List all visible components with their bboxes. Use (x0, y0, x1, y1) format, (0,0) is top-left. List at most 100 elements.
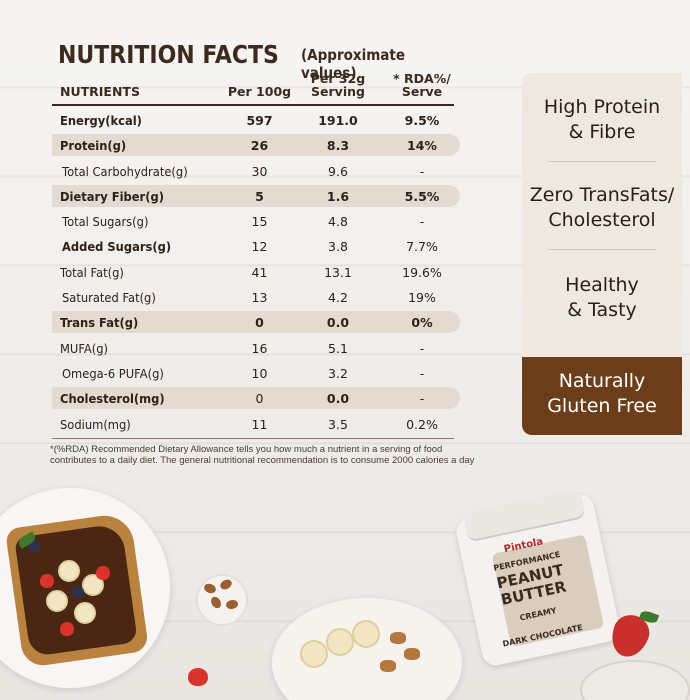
row-rda: - (419, 391, 425, 407)
row-name: MUFA(g) (60, 340, 109, 356)
granola-icon (404, 648, 420, 660)
table-row: MUFA(g) 16 5.1 - (52, 336, 462, 361)
table-row: Dietary Fiber(g) 5 1.6 5.5% (52, 184, 462, 209)
row-serving: 1.6 (326, 188, 350, 204)
row-name: Energy(kcal) (60, 113, 142, 128)
row-serving: 4.2 (328, 290, 348, 306)
strawberry-icon (96, 566, 110, 580)
header-rda: * RDA%/ Serve (393, 71, 451, 99)
nutrition-table: Energy(kcal) 597 191.0 9.5% Protein(g) 2… (52, 108, 462, 437)
row-per100: 16 (251, 340, 268, 356)
table-row: Saturated Fat(g) 13 4.2 19% (52, 285, 462, 310)
row-per100: 0 (255, 315, 264, 331)
table-row: Trans Fat(g) 0 0.0 0% (52, 310, 462, 335)
banana-slice-icon (58, 560, 80, 582)
row-rda: 19% (408, 290, 436, 306)
banana-slice-icon (74, 602, 96, 624)
table-row: Energy(kcal) 597 191.0 9.5% (52, 108, 462, 133)
header-per100: Per 100g (227, 84, 292, 99)
row-serving: 9.6 (328, 163, 348, 179)
row-name: Total Sugars(g) (62, 214, 149, 230)
row-per100: 10 (251, 365, 268, 381)
strawberry-icon (40, 574, 54, 588)
row-name: Total Carbohydrate(g) (62, 163, 188, 179)
header-serving: Per 32g Serving (310, 71, 366, 99)
row-per100: 597 (246, 113, 273, 128)
table-bottom-rule (52, 438, 454, 439)
feature-divider (548, 161, 656, 162)
row-name: Protein(g) (60, 138, 127, 154)
row-per100: 41 (251, 264, 268, 280)
row-rda: - (419, 163, 425, 179)
table-row: Total Sugars(g) 15 4.8 - (52, 209, 462, 234)
row-rda: - (419, 340, 425, 356)
row-serving: 13.1 (324, 264, 352, 280)
row-per100: 12 (251, 239, 268, 255)
table-row: Cholesterol(mg) 0 0.0 - (52, 386, 462, 411)
table-row: Protein(g) 26 8.3 14% (52, 133, 462, 158)
row-per100: 15 (251, 214, 268, 230)
banana-slice-icon (326, 628, 354, 656)
table-header: NUTRIENTS Per 100g Per 32g Serving * RDA… (52, 72, 454, 106)
feature-divider (548, 249, 656, 250)
feature-gluten-free: Naturally Gluten Free (522, 357, 682, 435)
granola-icon (380, 660, 396, 672)
row-rda: 0.2% (406, 416, 438, 432)
page-subtitle: (Approximate values) (301, 46, 406, 82)
row-serving: 3.5 (328, 416, 348, 432)
strawberry-icon (188, 668, 208, 686)
row-serving: 4.8 (328, 214, 348, 230)
row-rda: - (419, 365, 425, 381)
strawberry-icon (60, 622, 74, 636)
row-per100: 13 (251, 290, 268, 306)
row-per100: 30 (251, 163, 268, 179)
features-panel: High Protein & Fibre Zero TransFats/ Cho… (522, 73, 682, 435)
row-serving: 0.0 (326, 391, 350, 407)
table-row: Total Fat(g) 41 13.1 19.6% (52, 260, 462, 285)
banana-slice-icon (300, 640, 328, 668)
table-row: Sodium(mg) 11 3.5 0.2% (52, 412, 462, 437)
row-name: Cholesterol(mg) (60, 391, 165, 407)
almond-bowl (196, 574, 248, 626)
banana-slice-icon (352, 620, 380, 648)
row-name: Sodium(mg) (60, 416, 131, 432)
feature-protein-fibre: High Protein & Fibre (543, 96, 661, 143)
row-rda: 0% (411, 315, 433, 331)
table-row: Total Carbohydrate(g) 30 9.6 - (52, 159, 462, 184)
row-per100: 0 (255, 391, 264, 407)
table-row: Omega-6 PUFA(g) 10 3.2 - (52, 361, 462, 386)
table-row: Added Sugars(g) 12 3.8 7.7% (52, 234, 462, 259)
row-per100: 5 (255, 188, 264, 204)
row-serving: 3.2 (328, 365, 348, 381)
row-name: Saturated Fat(g) (62, 290, 156, 306)
blueberry-icon (72, 586, 84, 598)
row-serving: 0.0 (326, 315, 350, 331)
banana-slice-icon (46, 590, 68, 612)
row-serving: 5.1 (328, 340, 348, 356)
row-name: Omega-6 PUFA(g) (62, 365, 164, 381)
row-rda: 14% (407, 138, 437, 154)
rda-footnote: *(%RDA) Recommended Dietary Allowance te… (50, 444, 475, 466)
header-rule (52, 104, 454, 106)
feature-zero-transfat: Zero TransFats/ Cholesterol (529, 184, 675, 231)
row-rda: 19.6% (402, 264, 442, 280)
row-serving: 191.0 (318, 113, 358, 128)
row-rda: - (419, 214, 425, 230)
row-per100: 11 (251, 416, 268, 432)
row-rda: 5.5% (404, 188, 440, 204)
row-name: Dietary Fiber(g) (60, 188, 164, 204)
feature-healthy-tasty: Healthy & Tasty (565, 274, 639, 321)
page-title: NUTRITION FACTS (58, 40, 279, 69)
header-nutrients: NUTRIENTS (60, 84, 140, 99)
row-rda: 7.7% (406, 239, 438, 255)
row-per100: 26 (250, 138, 269, 154)
row-name: Trans Fat(g) (60, 315, 139, 331)
banana-slice-icon (82, 574, 104, 596)
row-name: Total Fat(g) (60, 264, 124, 280)
row-serving: 8.3 (326, 138, 350, 154)
granola-icon (390, 632, 406, 644)
row-rda: 9.5% (404, 113, 440, 128)
title-row: NUTRITION FACTS (Approximate values) (58, 40, 458, 82)
row-serving: 3.8 (328, 239, 348, 255)
row-name: Added Sugars(g) (62, 239, 172, 255)
